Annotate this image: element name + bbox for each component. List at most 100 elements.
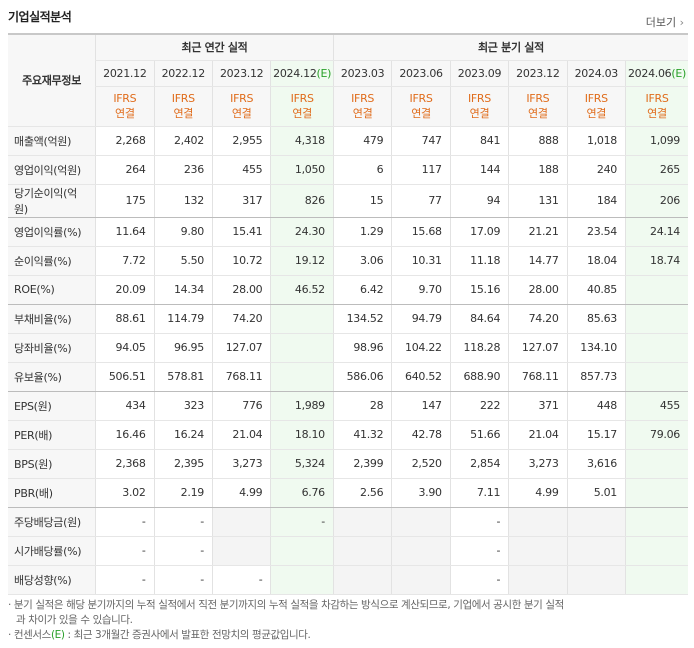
value-cell: 18.74 <box>625 246 688 276</box>
data-row: 부채비율(%) 88.61 114.79 74.20 134.52 94.79 84.64 7… <box>8 304 688 334</box>
accounting-standard: IFRS 연결 <box>332 86 392 127</box>
value-cell <box>508 565 568 595</box>
value-cell: 41.32 <box>332 420 392 450</box>
value-cell: 94.79 <box>391 304 451 334</box>
value-cell: - <box>95 565 155 595</box>
period-header: 2023.06 <box>391 60 451 87</box>
value-cell: 10.72 <box>211 246 271 276</box>
value-cell <box>625 362 688 392</box>
period-header: 2023.03 <box>332 60 392 87</box>
period: 2024.12 <box>273 66 317 80</box>
standard-line: IFRS <box>467 92 491 105</box>
value-cell: 2,368 <box>95 449 155 479</box>
standard-line: 연결 <box>647 107 667 120</box>
value-cell: 28.00 <box>211 275 271 305</box>
period-header: 2023.12 <box>211 60 271 87</box>
period: 2023.03 <box>340 66 385 80</box>
accounting-standard: IFRS 연결 <box>95 86 155 127</box>
value-cell: 144 <box>449 155 509 185</box>
period: 2021.12 <box>103 66 147 80</box>
note-text: 분기 실적은 해당 분기까지의 누적 실적에서 직전 분기까지의 누적 실적을 … <box>13 599 564 626</box>
period-row: 2021.12 2022.12 2023.12 2024.12(E) 2023.03 20… <box>8 60 688 87</box>
value-cell: 265 <box>625 155 688 185</box>
standard-line: IFRS <box>584 92 608 105</box>
data-row: 당기순이익(억원) 175 132 317 826 15 77 94 131 184 206 <box>8 184 688 218</box>
value-cell: 455 <box>211 155 271 185</box>
period-header: 2022.12 <box>153 60 213 87</box>
value-cell <box>625 565 688 595</box>
value-cell: 127.07 <box>508 333 568 363</box>
more-link[interactable]: 더보기 <box>646 14 684 30</box>
value-cell: 24.30 <box>270 217 334 247</box>
value-cell: 132 <box>153 184 213 218</box>
value-cell: 18.04 <box>566 246 626 276</box>
value-cell: 2.56 <box>332 478 392 508</box>
value-cell: 15.41 <box>211 217 271 247</box>
value-cell: 222 <box>449 391 509 421</box>
value-cell: 768.11 <box>508 362 568 392</box>
value-cell <box>391 565 451 595</box>
value-cell: 15.16 <box>449 275 509 305</box>
value-cell: 175 <box>95 184 155 218</box>
value-cell: 98.96 <box>332 333 392 363</box>
row-label: PER(배) <box>8 420 96 450</box>
row-label: 매출액(억원) <box>8 126 96 156</box>
value-cell <box>391 507 451 537</box>
data-row: 주당배당금(원) - - - - <box>8 507 688 537</box>
value-cell: 5.50 <box>153 246 213 276</box>
value-cell: 448 <box>566 391 626 421</box>
row-label: 영업이익률(%) <box>8 217 96 247</box>
value-cell: 28.00 <box>508 275 568 305</box>
value-cell: 184 <box>566 184 626 218</box>
value-cell: 640.52 <box>391 362 451 392</box>
value-cell <box>625 478 688 508</box>
value-cell <box>211 536 271 566</box>
value-cell: 1.29 <box>332 217 392 247</box>
value-cell <box>508 507 568 537</box>
note-term: 컨센서스 <box>13 629 51 641</box>
data-row: 당좌비율(%) 94.05 96.95 127.07 98.96 104.22 118.28… <box>8 333 688 363</box>
value-cell: 134.52 <box>332 304 392 334</box>
standard-line: IFRS <box>290 92 314 105</box>
value-cell: 9.70 <box>391 275 451 305</box>
estimate-mark: (E) <box>316 66 332 80</box>
value-cell: - <box>153 565 213 595</box>
data-row: BPS(원) 2,368 2,395 3,273 5,324 2,399 2,520 2,85… <box>8 449 688 479</box>
value-cell: 104.22 <box>391 333 451 363</box>
value-cell: - <box>449 565 509 595</box>
value-cell: 24.14 <box>625 217 688 247</box>
value-cell: 21.21 <box>508 217 568 247</box>
value-cell: 688.90 <box>449 362 509 392</box>
value-cell: 455 <box>625 391 688 421</box>
value-cell: 2,520 <box>391 449 451 479</box>
period: 2022.12 <box>161 66 206 80</box>
value-cell: 94.05 <box>95 333 155 363</box>
value-cell: - <box>153 507 213 537</box>
value-cell: 2.19 <box>153 478 213 508</box>
value-cell: - <box>95 507 155 537</box>
row-label: 배당성향(%) <box>8 565 96 595</box>
value-cell: - <box>270 507 334 537</box>
value-cell <box>508 536 568 566</box>
value-cell: - <box>211 565 271 595</box>
value-cell: 16.24 <box>153 420 213 450</box>
period-header: 2023.09 <box>449 60 509 87</box>
value-cell: 1,018 <box>566 126 626 156</box>
standard-line: IFRS <box>409 92 433 105</box>
row-label: 당기순이익(억원) <box>8 184 96 218</box>
value-cell <box>625 333 688 363</box>
header-row: 주요재무정보 최근 연간 실적 최근 분기 실적 <box>8 33 688 127</box>
row-label: 유보율(%) <box>8 362 96 392</box>
standard-line: 연결 <box>411 107 431 120</box>
value-cell: 857.73 <box>566 362 626 392</box>
data-row: 영업이익률(%) 11.64 9.80 15.41 24.30 1.29 15.68 17.0… <box>8 217 688 247</box>
value-cell: 6 <box>332 155 392 185</box>
value-cell: 578.81 <box>153 362 213 392</box>
value-cell <box>270 362 334 392</box>
value-cell <box>211 507 271 537</box>
value-cell: 2,854 <box>449 449 509 479</box>
row-label: 영업이익(억원) <box>8 155 96 185</box>
value-cell: 94 <box>449 184 509 218</box>
accounting-standard: IFRS 연결 <box>566 86 626 127</box>
value-cell: 434 <box>95 391 155 421</box>
